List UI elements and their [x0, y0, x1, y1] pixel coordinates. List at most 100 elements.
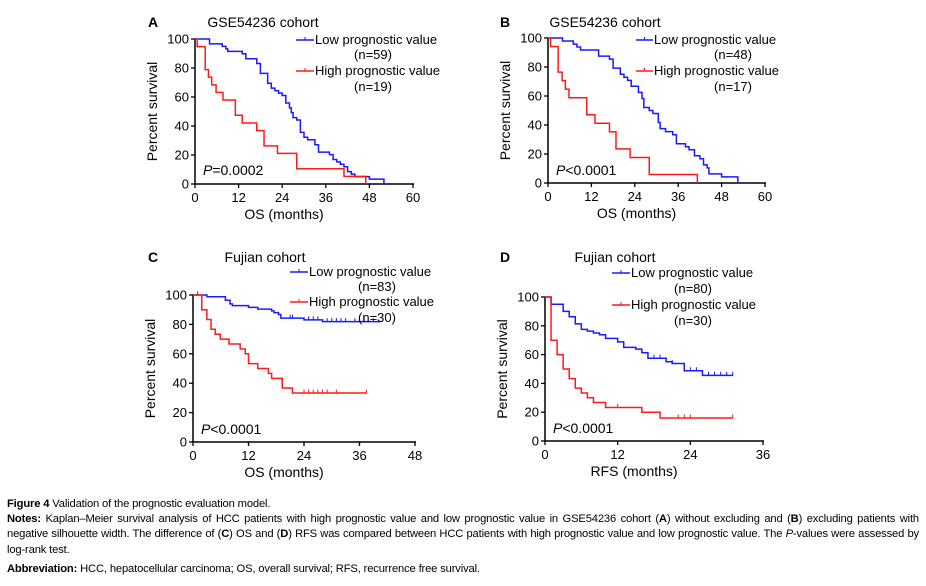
km-curve-high — [195, 38, 367, 184]
x-tick-label: 0 — [544, 189, 551, 204]
y-axis-label: Percent survival — [497, 61, 513, 161]
chart-panel-b: B GSE54236 cohort 0 12 24 36 48 60 0 20 40 60 80 100 O… — [497, 14, 779, 221]
abbreviation-text: HCC, hepatocellular carcinoma; OS, overa… — [80, 562, 480, 575]
panel-letter: A — [148, 14, 158, 30]
legend-label: Low prognostic value — [631, 265, 753, 280]
panel-letter: D — [500, 249, 510, 265]
y-tick-label: 40 — [175, 119, 189, 134]
x-tick-label: 48 — [362, 190, 376, 205]
y-tick-label: 40 — [173, 376, 187, 391]
caption-notes: Notes: Kaplan–Meier survival analysis of… — [7, 512, 919, 558]
y-tick-label: 20 — [525, 405, 539, 420]
chart-title: GSE54236 cohort — [549, 14, 660, 30]
x-tick-label: 24 — [275, 190, 289, 205]
figure-panels: A GSE54236 cohort 0 12 24 36 48 60 0 20 40 60 80 100 O… — [142, 14, 779, 480]
x-tick-label: 48 — [714, 189, 728, 204]
km-curve-low — [545, 296, 733, 377]
legend-n-label: (n=48) — [714, 47, 752, 62]
p-value-text: =0.0002 — [212, 162, 263, 178]
panel-letter: C — [148, 249, 158, 265]
notes-ref-b: B — [790, 513, 799, 526]
y-tick-label: 60 — [175, 90, 189, 105]
x-axis-label: RFS (months) — [590, 463, 677, 479]
panel-letter: B — [500, 14, 510, 30]
legend-n-label: (n=30) — [674, 313, 712, 328]
x-tick-label: 60 — [758, 189, 772, 204]
legend-n-label: (n=19) — [354, 79, 392, 94]
figure-title: Validation of the prognostic evaluation … — [52, 498, 271, 510]
legend-n-label: (n=30) — [358, 310, 396, 325]
y-tick-label: 60 — [173, 346, 187, 361]
notes-text: -values were assessed by log-rank test. — [7, 528, 919, 556]
chart-panel-d: D Fujian cohort 0 12 24 36 0 20 40 60 80 100 RFS (mo… — [494, 249, 770, 479]
x-tick-label: 12 — [584, 189, 598, 204]
chart-title: Fujian cohort — [225, 249, 306, 265]
legend-label: High prognostic value — [309, 294, 434, 309]
y-tick-label: 100 — [167, 32, 189, 47]
notes-ref-c: C — [221, 528, 230, 541]
y-tick-label: 0 — [180, 435, 187, 450]
p-value-text: <0.0001 — [565, 162, 616, 178]
legend-n-label: (n=80) — [674, 281, 712, 296]
km-curve-high — [548, 37, 699, 183]
legend-label: Low prognostic value — [654, 32, 776, 47]
figure-caption: Figure 4 Validation of the prognostic ev… — [7, 497, 919, 577]
x-axis-label: OS (months) — [244, 206, 323, 222]
notes-ref-a: A — [658, 513, 667, 526]
x-tick-label: 0 — [541, 447, 548, 462]
p-value-text: <0.0001 — [210, 421, 261, 437]
legend-label: High prognostic value — [654, 63, 779, 78]
x-tick-label: 24 — [683, 447, 697, 462]
km-curve-low — [193, 294, 381, 323]
y-tick-label: 60 — [528, 89, 542, 104]
y-tick-label: 20 — [528, 147, 542, 162]
notes-text: Kaplan–Meier survival analysis of HCC pa… — [45, 513, 659, 526]
y-tick-label: 80 — [525, 318, 539, 333]
y-tick-label: 100 — [520, 31, 542, 46]
y-tick-label: 0 — [182, 177, 189, 192]
chart-panel-a: A GSE54236 cohort 0 12 24 36 48 60 0 20 40 60 80 100 O… — [144, 14, 440, 222]
km-curve-high — [193, 294, 367, 394]
y-tick-label: 60 — [525, 347, 539, 362]
y-tick-label: 100 — [517, 290, 539, 305]
x-tick-label: 48 — [408, 448, 422, 463]
y-tick-label: 20 — [173, 405, 187, 420]
p-value-label: P<0.0001 — [556, 162, 617, 178]
y-tick-label: 40 — [528, 118, 542, 133]
y-tick-label: 80 — [528, 60, 542, 75]
p-value-label: P=0.0002 — [203, 162, 264, 178]
x-tick-label: 36 — [756, 447, 770, 462]
abbreviation-label: Abbreviation: — [7, 562, 78, 575]
p-value-italic: P — [203, 162, 213, 178]
notes-label: Notes: — [7, 513, 41, 526]
y-axis-label: Percent survival — [142, 319, 158, 419]
notes-ref-d: D — [280, 528, 289, 541]
x-tick-label: 0 — [191, 190, 198, 205]
p-value-label: P<0.0001 — [201, 421, 262, 437]
km-curve-high — [545, 296, 733, 419]
x-tick-label: 36 — [319, 190, 333, 205]
p-value-label: P<0.0001 — [553, 420, 614, 436]
y-tick-label: 0 — [532, 434, 539, 449]
y-tick-label: 40 — [525, 376, 539, 391]
y-axis-label: Percent survival — [494, 319, 510, 419]
caption-title-line: Figure 4 Validation of the prognostic ev… — [7, 497, 919, 512]
p-value-text: <0.0001 — [562, 420, 613, 436]
p-value-italic: P — [553, 420, 563, 436]
p-value-italic: P — [556, 162, 566, 178]
figure-label: Figure 4 — [7, 498, 50, 510]
chart-panel-c: C Fujian cohort 0 12 24 36 48 0 20 40 60 80 100 OS (m… — [142, 249, 434, 480]
y-axis-label: Percent survival — [144, 62, 160, 162]
y-tick-label: 80 — [175, 61, 189, 76]
x-tick-label: 24 — [297, 448, 311, 463]
y-tick-label: 80 — [173, 317, 187, 332]
x-tick-label: 12 — [231, 190, 245, 205]
km-curve-low — [195, 38, 385, 184]
km-curve-low — [548, 37, 739, 183]
x-axis-label: OS (months) — [597, 205, 676, 221]
p-value-italic: P — [201, 421, 211, 437]
x-tick-label: 0 — [189, 448, 196, 463]
legend-n-label: (n=17) — [714, 79, 752, 94]
notes-text: ) OS and ( — [229, 528, 281, 541]
legend-label: High prognostic value — [315, 63, 440, 78]
